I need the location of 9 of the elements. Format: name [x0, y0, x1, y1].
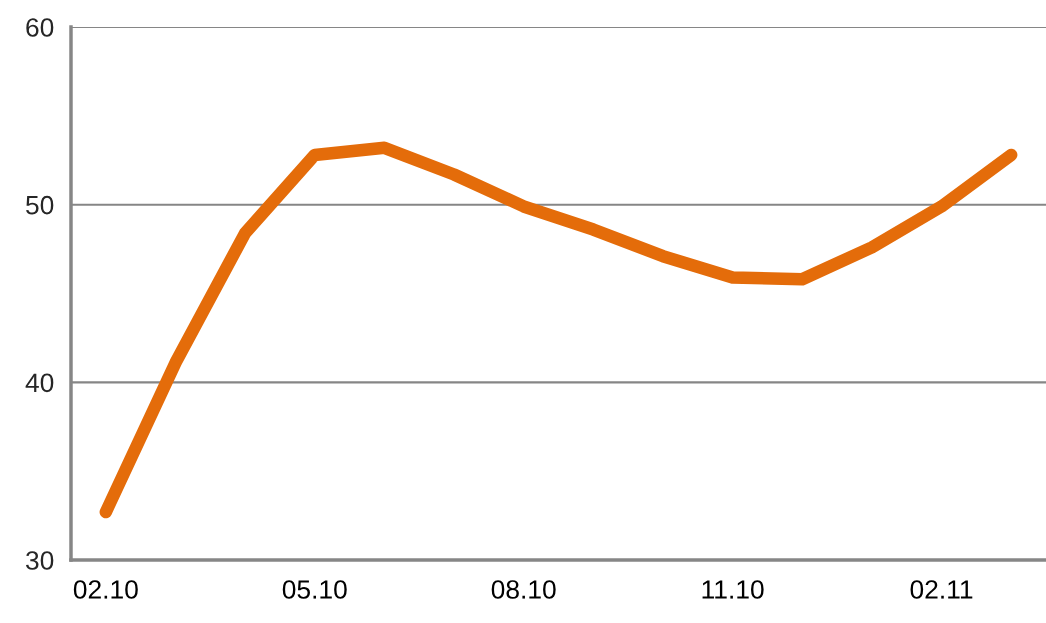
x-tick-label: 08.10: [491, 580, 556, 599]
y-tick-label: 30: [25, 551, 54, 570]
y-tick-label: 40: [25, 373, 54, 393]
x-tick-label: 11.10: [702, 580, 764, 599]
y-tick-label: 50: [26, 195, 54, 215]
x-tick-label: 02.10: [73, 580, 138, 599]
y-tick-label: 60: [26, 18, 54, 37]
x-tick-label: 02.11: [910, 580, 973, 599]
x-tick-label: 05.10: [282, 580, 347, 599]
